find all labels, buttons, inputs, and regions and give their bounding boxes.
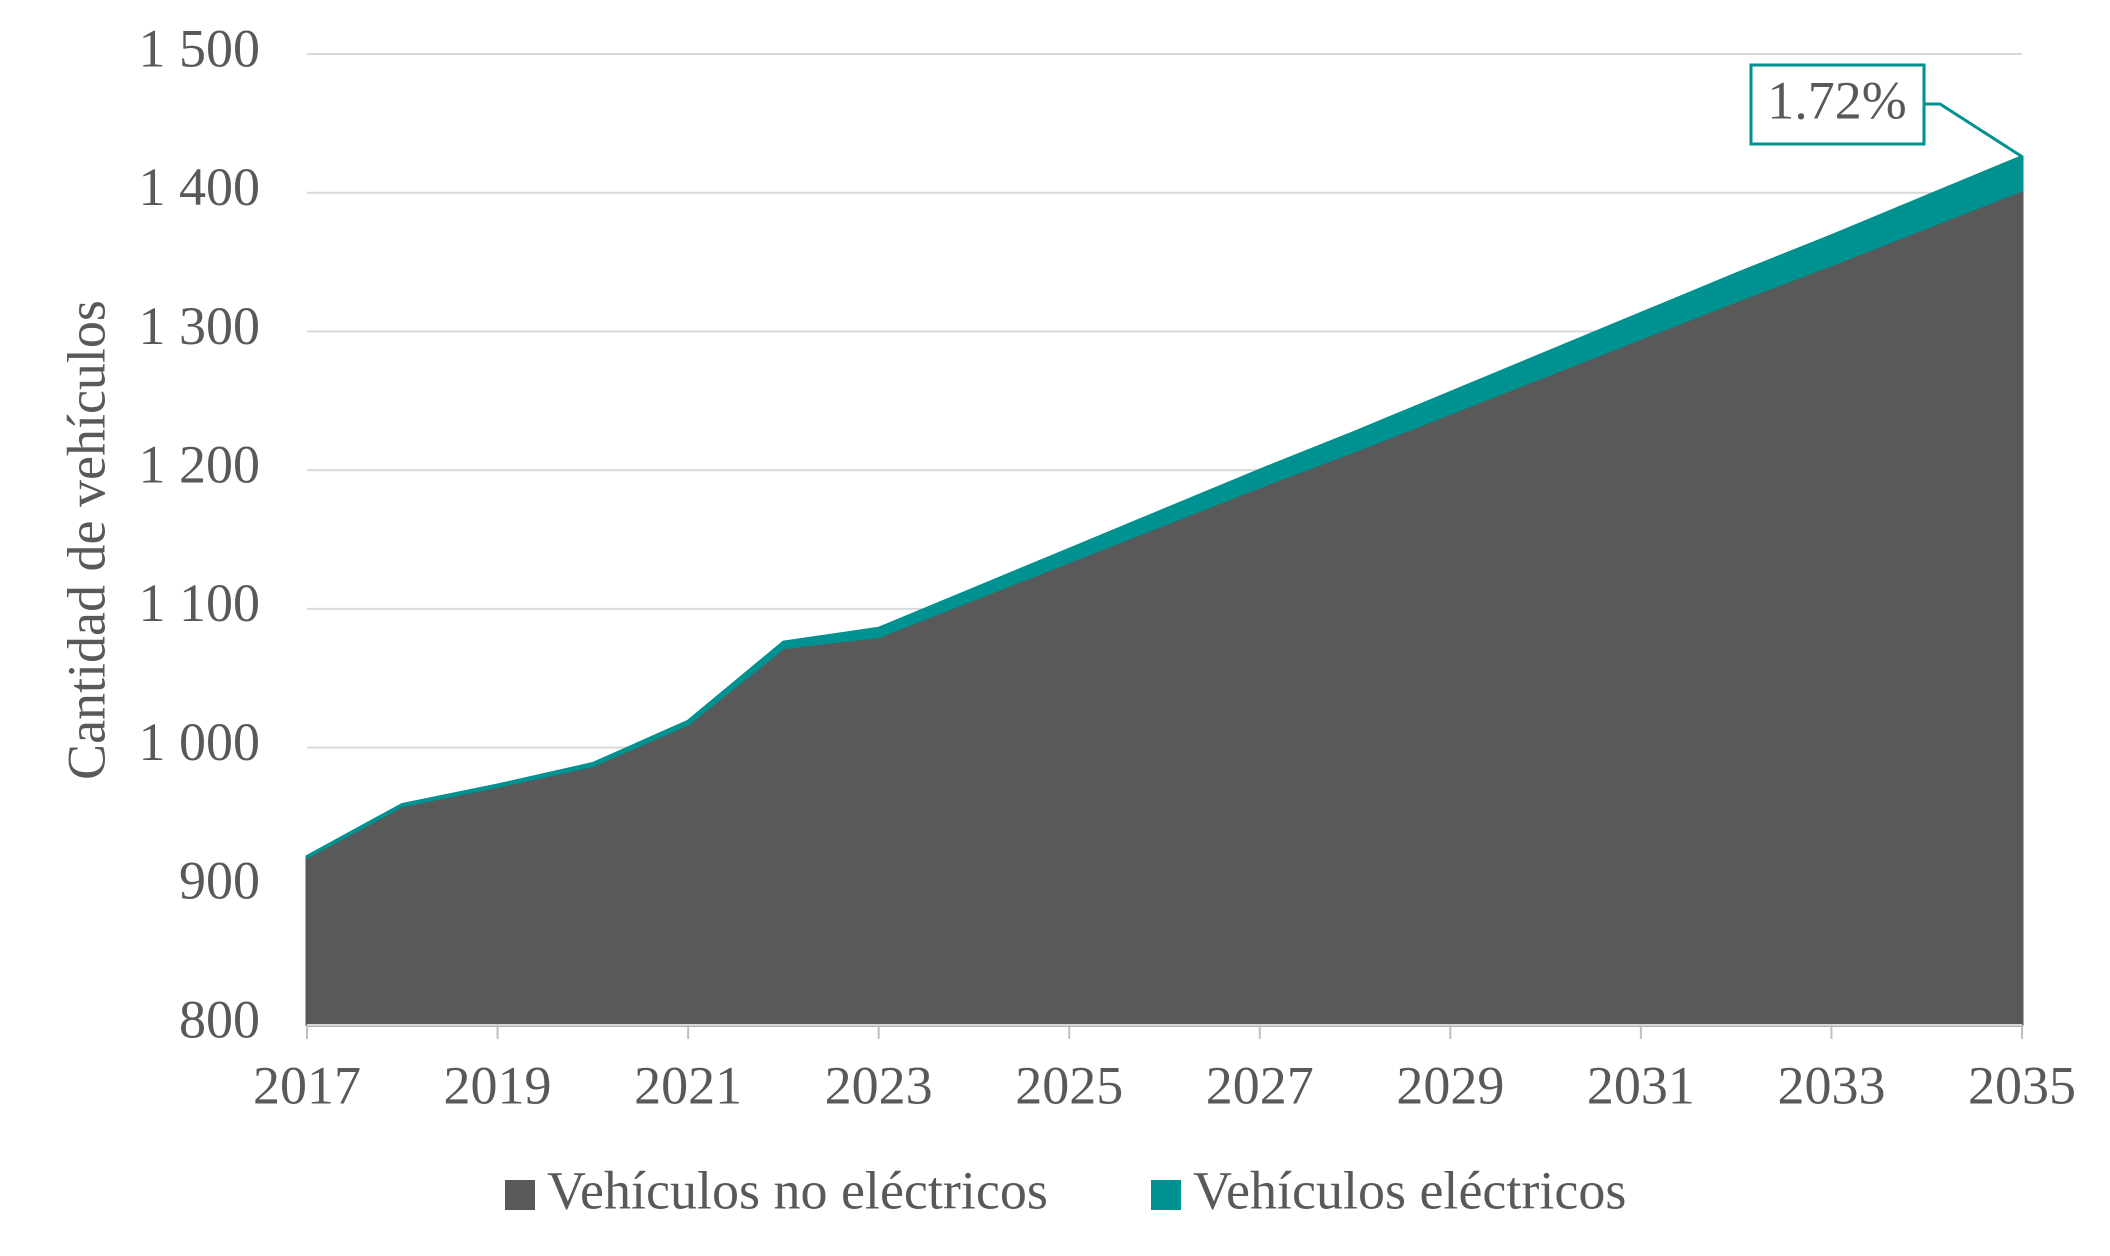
- area: [305, 155, 2024, 859]
- y-tick-label: 1 200: [139, 435, 261, 495]
- x-tick-label: 2021: [634, 1055, 742, 1115]
- y-tick-label: 900: [179, 851, 260, 911]
- annotation-text: 1.72%: [1767, 70, 1906, 130]
- x-tick-label: 2023: [825, 1055, 933, 1115]
- x-tick-label: 2027: [1206, 1055, 1314, 1115]
- y-tick-label: 1 300: [139, 296, 261, 356]
- x-tick-label: 2019: [444, 1055, 552, 1115]
- x-tick-label: 2025: [1015, 1055, 1123, 1115]
- x-tick-label: 2029: [1396, 1055, 1504, 1115]
- area: [305, 188, 2024, 1027]
- x-tick-label: 2031: [1587, 1055, 1695, 1115]
- legend-label: Vehículos no eléctricos: [547, 1160, 1048, 1220]
- y-tick-label: 1 000: [139, 712, 261, 772]
- legend-swatch: [1151, 1180, 1181, 1210]
- x-tick-label: 2033: [1777, 1055, 1885, 1115]
- y-tick-label: 1 500: [139, 18, 261, 78]
- annotation-leader: [1924, 102, 2023, 158]
- y-tick-label: 800: [179, 989, 260, 1049]
- y-tick-label: 1 100: [139, 573, 261, 633]
- legend-label: Vehículos eléctricos: [1193, 1160, 1626, 1220]
- x-tick-label: 2017: [253, 1055, 361, 1115]
- y-tick-label: 1 400: [139, 157, 261, 217]
- legend-swatch: [505, 1180, 535, 1210]
- y-axis-title: Cantidad de vehículos: [56, 300, 116, 780]
- x-tick-label: 2035: [1968, 1055, 2076, 1115]
